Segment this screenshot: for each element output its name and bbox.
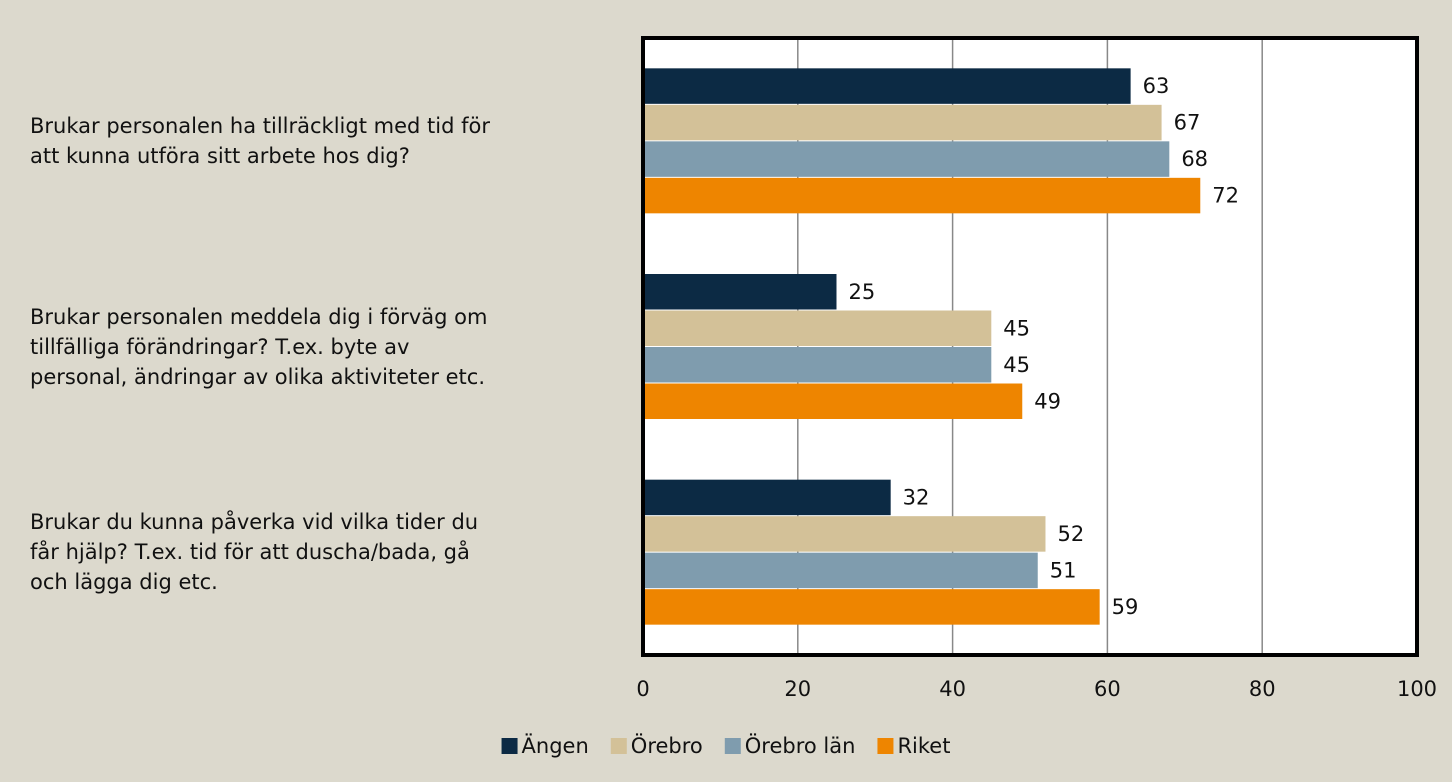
data-label: 67 [1174,111,1201,135]
data-label: 32 [903,485,930,509]
data-label: 25 [849,280,876,304]
bar [643,310,992,346]
category-label: Brukar personalen meddela dig i förväg o… [30,304,488,389]
bar [643,516,1046,552]
x-tick-label: 60 [1094,677,1121,701]
legend-label: Örebro [631,733,703,758]
data-label: 63 [1143,74,1170,98]
category-label: Brukar du kunna påverka vid vilka tider … [30,510,479,595]
x-tick-label: 100 [1397,677,1437,701]
bar [643,68,1131,104]
legend: Ängen Örebro Örebro län Riket [501,733,950,758]
x-tick-label: 40 [939,677,966,701]
bar [643,274,837,310]
bar [643,479,891,516]
legend-swatch [724,738,741,754]
data-label: 49 [1034,389,1061,413]
legend-label: Örebro län [745,733,856,758]
data-label: 59 [1112,595,1139,619]
legend-swatch [501,738,518,754]
bar [643,589,1100,625]
bar [643,104,1162,141]
category-label: Brukar personalen ha tillräckligt med ti… [30,113,490,168]
legend-swatch [877,738,894,754]
legend-label: Riket [897,734,950,758]
data-label: 52 [1057,522,1084,546]
bar [643,141,1170,177]
x-tick-label: 0 [636,677,649,701]
data-label: 51 [1050,558,1077,582]
data-label: 72 [1212,184,1239,208]
legend-label: Ängen [522,733,589,758]
bar [643,383,1023,419]
bar [643,552,1038,589]
x-tick-label: 80 [1249,677,1276,701]
bar [643,347,992,383]
plot-border [641,36,1419,657]
plot-area [643,38,1417,655]
data-label: 68 [1181,147,1208,171]
data-label: 45 [1003,353,1030,377]
bar [643,177,1201,214]
x-tick-label: 20 [784,677,811,701]
legend-swatch [610,738,627,754]
data-label: 45 [1003,316,1030,340]
